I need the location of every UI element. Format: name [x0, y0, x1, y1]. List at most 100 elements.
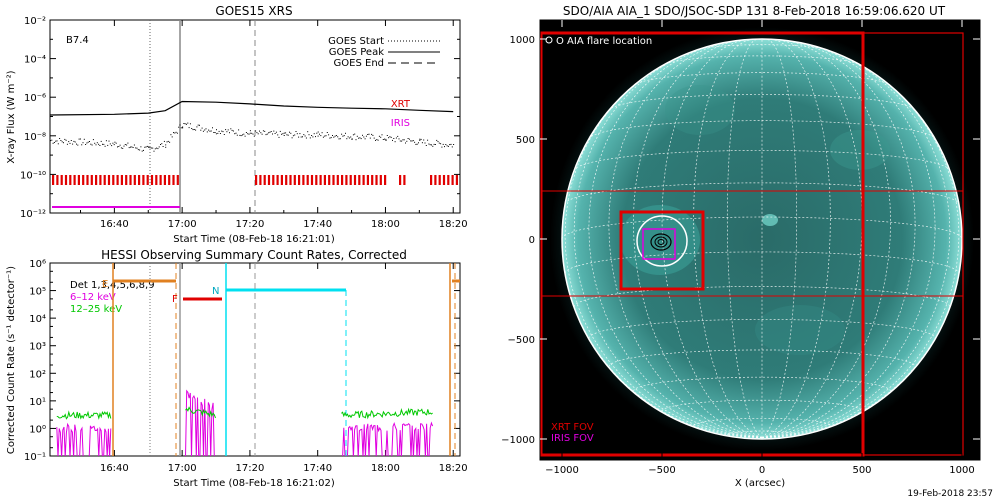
hessi-legend-low: 6–12 keV	[70, 292, 116, 303]
goes-short-point	[407, 138, 409, 139]
goes-short-point	[153, 150, 155, 152]
goes-short-point	[166, 141, 168, 143]
xrt-coverage-tick	[310, 175, 314, 185]
goes-short-point	[145, 146, 147, 148]
hessi-y-tick-label: 10⁴	[29, 314, 46, 325]
hessi-y-tick-label: 10⁰	[29, 424, 46, 435]
goes-short-point	[441, 146, 443, 148]
goes-x-axis-label: Start Time (08-Feb-18 16:21:01)	[173, 234, 335, 245]
hessi-trace-1225kev	[341, 407, 433, 420]
goes-short-point	[114, 141, 116, 143]
goes-short-point	[392, 139, 393, 141]
goes-short-point	[59, 138, 61, 139]
goes-short-point	[283, 135, 285, 136]
goes-short-point	[255, 130, 257, 132]
goes-short-point	[180, 127, 182, 129]
goes-short-point	[410, 140, 412, 142]
goes-short-point	[354, 133, 356, 135]
goes-title: GOES15 XRS	[215, 4, 292, 18]
map-y-tick-label: −1000	[501, 435, 535, 446]
goes-short-point	[171, 136, 173, 138]
goes-short-point	[115, 142, 117, 144]
goes-short-point	[85, 144, 87, 145]
goes-short-point	[57, 143, 59, 145]
goes-short-point	[289, 131, 290, 133]
goes-short-point	[105, 140, 107, 142]
xrt-coverage-tick	[73, 175, 76, 185]
xrt-coverage-tick	[138, 175, 141, 185]
goes-short-point	[286, 134, 288, 136]
goes-short-point	[56, 140, 58, 142]
goes-short-point	[333, 136, 335, 138]
xrt-coverage-bars	[52, 175, 458, 185]
goes-short-point	[90, 143, 92, 145]
aia-legend-label: O AIA flare location	[556, 36, 652, 47]
goes-short-point	[51, 139, 53, 141]
goes-short-point	[226, 131, 228, 133]
goes-short-point	[173, 132, 174, 134]
goes-short-point	[143, 149, 144, 151]
hessi-y-tick-label: 10¹	[29, 397, 46, 408]
xrt-coverage-tick	[150, 175, 154, 185]
xrt-coverage-tick	[341, 175, 344, 185]
xrt-coverage-tick	[403, 175, 406, 185]
goes-short-point	[423, 139, 425, 141]
hessi-x-tick-label: 17:40	[303, 463, 332, 474]
goes-short-point	[50, 140, 51, 142]
xrt-coverage-tick	[176, 175, 179, 185]
goes-short-point	[337, 136, 339, 138]
hessi-trace-612kev	[342, 421, 434, 456]
goes-short-point	[236, 134, 238, 136]
hessi-y-tick-label: 10³	[29, 342, 46, 353]
goes-short-point	[162, 146, 164, 147]
goes-short-point	[157, 148, 159, 150]
goes-short-point	[149, 147, 151, 149]
goes-short-point	[351, 138, 353, 140]
flare-contour-mid	[654, 236, 668, 248]
goes-short-point	[283, 132, 285, 134]
hessi-panel: HESSI Observing Summary Count Rates, Cor…	[6, 248, 468, 489]
longitude-line	[761, 43, 936, 439]
xrt-coverage-tick	[263, 175, 266, 185]
hessi-trace-1225kev	[185, 406, 216, 419]
goes-short-point	[68, 141, 70, 143]
goes-short-point	[242, 134, 243, 136]
iris-fov-label: IRIS FOV	[551, 433, 594, 444]
hessi-title: HESSI Observing Summary Count Rates, Cor…	[101, 248, 407, 262]
goes-short-point	[133, 144, 135, 146]
goes-short-point	[352, 134, 354, 136]
goes-x-ticks: 16:40 17:00 17:20 17:40 18:00 18:20	[79, 20, 468, 230]
hessi-y-tick-label: 10⁻¹	[24, 452, 46, 463]
goes-x-tick-label: 17:40	[303, 219, 332, 230]
goes-short-point	[249, 130, 251, 132]
goes-short-point	[346, 138, 348, 140]
goes-short-point	[70, 140, 72, 141]
longitude-line	[761, 44, 951, 439]
goes-short-point	[209, 130, 211, 132]
xrt-coverage-tick	[455, 175, 458, 185]
goes-short-point	[146, 145, 148, 147]
goes-short-point	[401, 140, 403, 142]
goes-short-point	[303, 134, 305, 136]
goes-short-point	[449, 144, 451, 146]
goes-short-point	[427, 139, 429, 141]
xrt-coverage-tick	[60, 175, 63, 185]
latitude-line	[608, 349, 916, 367]
goes-short-point	[317, 135, 319, 137]
goes-short-point	[329, 137, 331, 139]
goes-short-point	[210, 130, 212, 132]
aia-axis-ticks: −1000 −500 0 500 1000 1000 500 0 −500 −1000	[501, 20, 980, 476]
flag-e-label: E	[102, 279, 108, 290]
xrt-coverage-tick	[155, 175, 158, 185]
goes-short-point	[156, 147, 158, 149]
goes-short-point	[450, 143, 452, 145]
goes-short-point	[208, 129, 210, 131]
aia-plot-frame	[539, 19, 981, 461]
goes-short-point	[304, 135, 306, 137]
goes-short-point	[83, 138, 85, 140]
goes-short-point	[359, 137, 361, 139]
goes-short-point	[351, 139, 353, 140]
goes-short-point	[268, 132, 270, 134]
goes-short-point	[419, 139, 421, 141]
